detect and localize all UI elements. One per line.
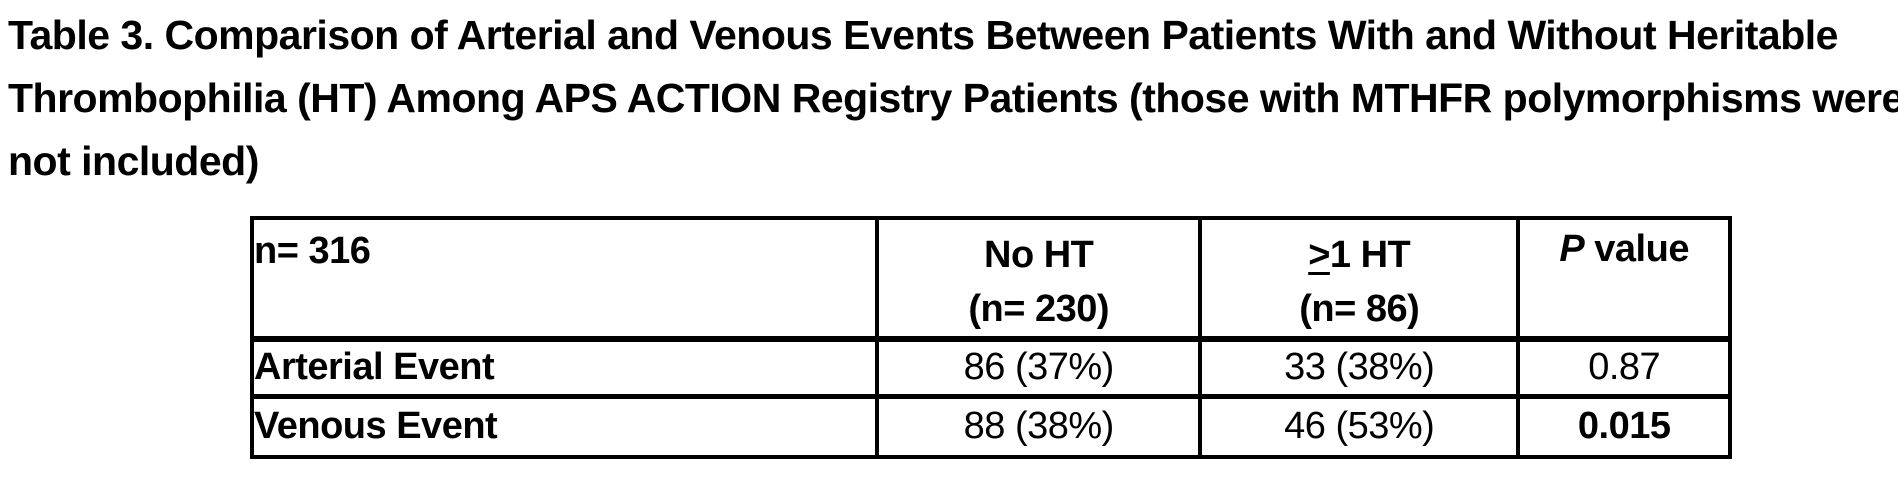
table-row-venous: Venous Event 88 (38%) 46 (53%) 0.015 xyxy=(249,394,1732,459)
caption-line-2: Thrombophilia (HT) Among APS ACTION Regi… xyxy=(8,75,1898,121)
row-label-venous: Venous Event xyxy=(249,394,880,459)
header-p-rest: value xyxy=(1594,228,1689,270)
header-cell-no-ht: No HT (n= 230) xyxy=(875,216,1203,342)
table-caption: Table 3. Comparison of Arterial and Veno… xyxy=(8,4,1898,193)
arterial-ge1-ht-value: 33 (38%) xyxy=(1198,337,1521,399)
header-no-ht-line1: No HT xyxy=(984,234,1094,276)
header-no-ht-line2: (n= 230) xyxy=(968,288,1110,330)
venous-no-ht-value: 88 (38%) xyxy=(875,394,1203,459)
p-value-1: 0.015 xyxy=(1516,394,1732,459)
header-ge1-ht-line1: >1 HT xyxy=(1202,228,1516,282)
header-ge1-ht-rest: 1 HT xyxy=(1329,234,1411,276)
venous-ge1-ht-value: 46 (53%) xyxy=(1198,394,1521,459)
header-cell-ge1-ht: >1 HT (n= 86) xyxy=(1198,216,1521,342)
row-label-arterial: Arterial Event xyxy=(249,337,880,399)
header-p-italic: P xyxy=(1559,228,1585,270)
table-row-arterial: Arterial Event 86 (37%) 33 (38%) 0.87 xyxy=(249,337,1732,399)
arterial-no-ht-value: 86 (37%) xyxy=(875,337,1203,399)
header-cell-n-total: n= 316 xyxy=(249,216,880,342)
geq-symbol: > xyxy=(1308,234,1330,276)
header-n-total-text: n= 316 xyxy=(254,230,371,272)
p-value-0: 0.87 xyxy=(1516,337,1732,399)
caption-line-3: not included) xyxy=(8,138,259,184)
caption-line-1: Table 3. Comparison of Arterial and Veno… xyxy=(8,12,1838,58)
header-ge1-ht-line2: (n= 86) xyxy=(1299,288,1420,330)
